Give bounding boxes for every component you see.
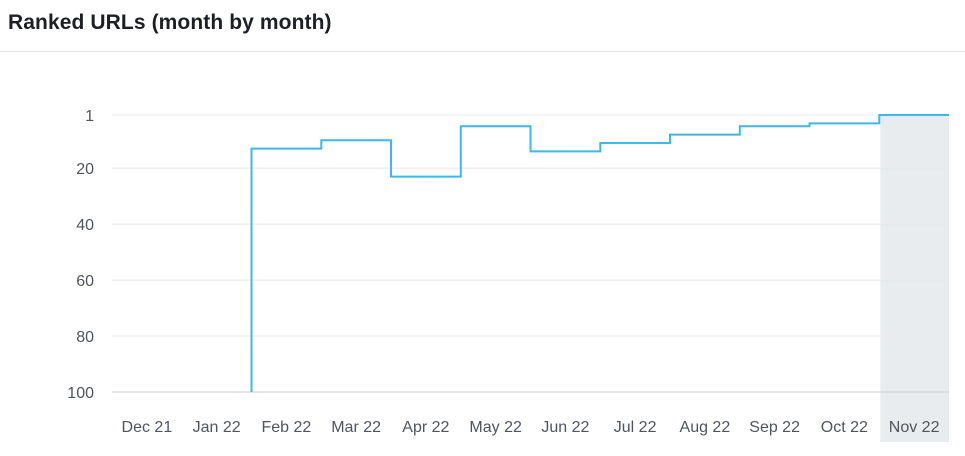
y-tick-label: 20	[76, 161, 94, 178]
y-tick-label: 1	[85, 108, 94, 125]
x-tick-label: Feb 22	[261, 419, 311, 436]
x-tick-label: Aug 22	[680, 419, 731, 436]
chart-header: Ranked URLs (month by month)	[0, 0, 965, 52]
page-title: Ranked URLs (month by month)	[8, 11, 332, 34]
x-tick-label: May 22	[469, 419, 522, 436]
x-tick-label: Apr 22	[402, 419, 449, 436]
highlight-band	[880, 115, 949, 442]
y-tick-label: 60	[76, 273, 94, 290]
highlight-layer	[880, 115, 949, 442]
x-tick-label: Sep 22	[749, 419, 800, 436]
x-tick-label: Oct 22	[821, 419, 868, 436]
x-tick-label: Nov 22	[889, 419, 940, 436]
x-axis-ticks: Dec 21 Jan 22 Feb 22 Mar 22 Apr 22 May 22 Jun …	[122, 419, 940, 436]
x-tick-label: Jul 22	[614, 419, 657, 436]
series-line	[250, 114, 949, 392]
series-layer	[250, 114, 949, 392]
y-tick-label: 100	[67, 385, 94, 402]
x-tick-label: Jun 22	[541, 419, 589, 436]
x-tick-label: Jan 22	[193, 419, 241, 436]
y-axis-ticks: 1 20 40 60 80 100	[67, 108, 94, 402]
x-tick-label: Mar 22	[331, 419, 381, 436]
x-tick-label: Dec 21	[122, 419, 173, 436]
y-tick-label: 80	[76, 329, 94, 346]
grid-layer	[112, 114, 949, 393]
y-tick-label: 40	[76, 217, 94, 234]
